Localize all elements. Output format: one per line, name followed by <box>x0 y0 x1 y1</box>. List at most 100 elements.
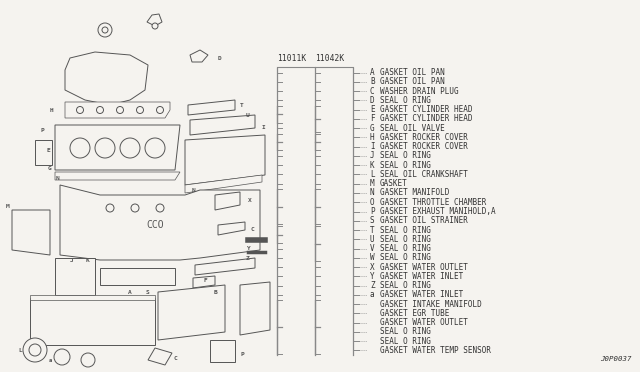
Circle shape <box>152 23 158 29</box>
Polygon shape <box>193 276 215 288</box>
Polygon shape <box>65 52 148 105</box>
Text: N: N <box>55 176 59 180</box>
Text: GASKET WATER INLET: GASKET WATER INLET <box>380 290 463 299</box>
Text: GASKET WATER INLET: GASKET WATER INLET <box>380 272 463 281</box>
Text: B: B <box>370 77 374 86</box>
Text: Y: Y <box>370 272 374 281</box>
Circle shape <box>116 106 124 113</box>
Circle shape <box>120 138 140 158</box>
Text: M: M <box>6 203 10 208</box>
Polygon shape <box>148 348 172 365</box>
Text: K: K <box>370 161 374 170</box>
Circle shape <box>29 344 41 356</box>
Text: G: G <box>370 124 374 133</box>
Circle shape <box>131 204 139 212</box>
Polygon shape <box>35 140 52 165</box>
Text: GASKET OIL PAN: GASKET OIL PAN <box>380 77 445 86</box>
Text: C: C <box>250 227 254 231</box>
Polygon shape <box>188 100 235 115</box>
Polygon shape <box>55 258 95 295</box>
Text: O: O <box>370 198 374 207</box>
Polygon shape <box>218 222 245 235</box>
Text: D: D <box>218 55 222 61</box>
Polygon shape <box>30 298 155 345</box>
Circle shape <box>156 204 164 212</box>
Text: GASKET EGR TUBE: GASKET EGR TUBE <box>380 309 449 318</box>
Circle shape <box>106 204 114 212</box>
Text: GASKET CYLINDER HEAD: GASKET CYLINDER HEAD <box>380 115 472 124</box>
Text: T: T <box>240 103 244 108</box>
Polygon shape <box>195 258 255 275</box>
Text: GASKET CYLINDER HEAD: GASKET CYLINDER HEAD <box>380 105 472 114</box>
Text: N: N <box>191 187 195 192</box>
Polygon shape <box>158 285 225 340</box>
Text: I: I <box>261 125 265 129</box>
Polygon shape <box>147 14 162 26</box>
Polygon shape <box>210 340 235 362</box>
Text: W: W <box>370 253 374 262</box>
Text: GASKET WATER OUTLET: GASKET WATER OUTLET <box>380 263 468 272</box>
Text: GASKET INTAKE MANIFOLD: GASKET INTAKE MANIFOLD <box>380 299 482 309</box>
Text: a: a <box>370 290 374 299</box>
Circle shape <box>23 338 47 362</box>
Polygon shape <box>100 268 175 285</box>
Circle shape <box>81 353 95 367</box>
Text: Z: Z <box>246 256 250 260</box>
Polygon shape <box>65 102 170 118</box>
Text: C: C <box>173 356 177 360</box>
Text: SEAL O RING: SEAL O RING <box>380 225 431 234</box>
Circle shape <box>102 27 108 33</box>
Circle shape <box>145 138 165 158</box>
Text: P: P <box>370 207 374 216</box>
Text: 11042K: 11042K <box>316 54 344 63</box>
Text: E: E <box>46 148 50 153</box>
Text: D: D <box>370 96 374 105</box>
Text: J0P0037: J0P0037 <box>600 356 632 362</box>
Text: X: X <box>248 198 252 202</box>
Polygon shape <box>215 192 240 210</box>
Polygon shape <box>185 135 265 185</box>
Text: SEAL OIL CRANKSHAFT: SEAL OIL CRANKSHAFT <box>380 170 468 179</box>
Text: S: S <box>146 289 150 295</box>
Text: SEAL O RING: SEAL O RING <box>380 253 431 262</box>
Polygon shape <box>185 175 262 193</box>
Text: S: S <box>370 216 374 225</box>
Polygon shape <box>30 295 155 300</box>
Text: SEAL O RING: SEAL O RING <box>380 161 431 170</box>
Text: K: K <box>86 257 90 263</box>
Polygon shape <box>190 50 208 62</box>
Text: SEAL O RING: SEAL O RING <box>380 235 431 244</box>
Text: GASKET WATER OUTLET: GASKET WATER OUTLET <box>380 318 468 327</box>
Circle shape <box>77 106 83 113</box>
Circle shape <box>97 106 104 113</box>
Text: SEAL O RING: SEAL O RING <box>380 151 431 160</box>
Text: P: P <box>240 352 244 356</box>
Polygon shape <box>240 282 270 335</box>
Text: J: J <box>70 257 74 263</box>
Polygon shape <box>55 172 180 180</box>
Text: T: T <box>370 225 374 234</box>
Text: C: C <box>370 87 374 96</box>
Polygon shape <box>190 115 255 135</box>
Text: F: F <box>370 115 374 124</box>
Text: SEAL O RING: SEAL O RING <box>380 327 431 336</box>
Text: GASKET OIL STRAINER: GASKET OIL STRAINER <box>380 216 468 225</box>
Circle shape <box>136 106 143 113</box>
Text: U: U <box>246 112 250 118</box>
Text: GASKET WATER TEMP SENSOR: GASKET WATER TEMP SENSOR <box>380 346 491 355</box>
Text: N: N <box>370 189 374 198</box>
Circle shape <box>98 23 112 37</box>
Text: I: I <box>370 142 374 151</box>
Text: B: B <box>213 289 217 295</box>
Text: GASKET EXHAUST MANIHOLD,A: GASKET EXHAUST MANIHOLD,A <box>380 207 495 216</box>
Circle shape <box>54 349 70 365</box>
Text: GASKET OIL PAN: GASKET OIL PAN <box>380 68 445 77</box>
Text: M: M <box>370 179 374 188</box>
Text: a: a <box>49 357 52 362</box>
Text: SEAL O RING: SEAL O RING <box>380 337 431 346</box>
Text: GASKET THROTTLE CHAMBER: GASKET THROTTLE CHAMBER <box>380 198 486 207</box>
Text: SEAL O RING: SEAL O RING <box>380 96 431 105</box>
Text: GASKET MANIFOLD: GASKET MANIFOLD <box>380 189 449 198</box>
Text: SEAL OIL VALVE: SEAL OIL VALVE <box>380 124 445 133</box>
Text: Z: Z <box>370 281 374 290</box>
